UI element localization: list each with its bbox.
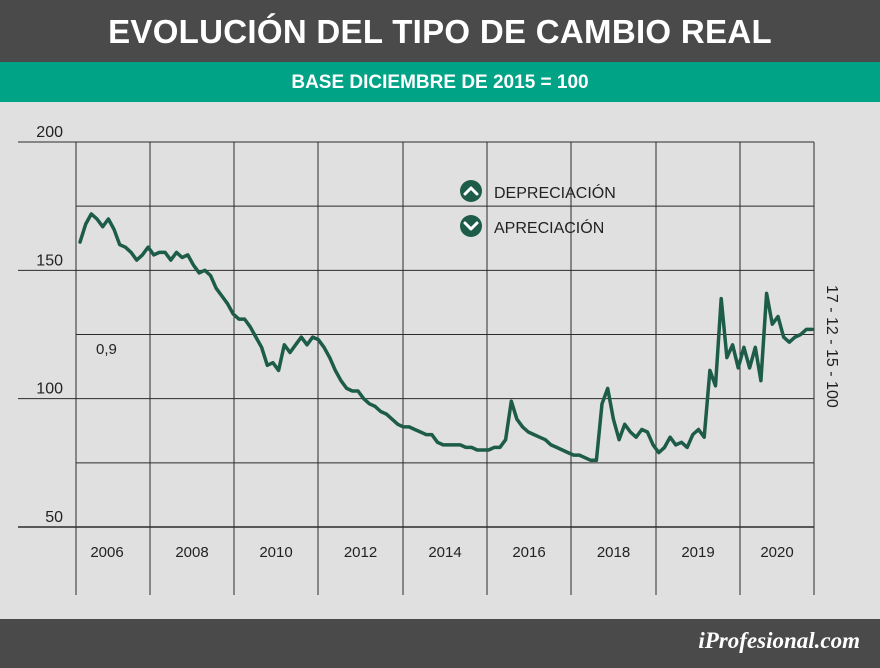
- x-tick-label: 2006: [90, 544, 123, 561]
- y-tick-label: 100: [36, 381, 63, 398]
- page-subtitle: BASE DICIEMBRE DE 2015 = 100: [291, 72, 589, 93]
- title-bar: [0, 0, 880, 62]
- chevron-up-icon: [460, 180, 482, 202]
- brand-logo: iProfesional.com: [698, 628, 860, 653]
- x-tick-label: 2019: [681, 544, 714, 561]
- legend-item-depreciacion: DEPRECIACIÓN: [460, 180, 616, 202]
- subtitle-bar: [0, 62, 880, 102]
- legend: DEPRECIACIÓN APRECIACIÓN: [460, 180, 616, 237]
- page-title: EVOLUCIÓN DEL TIPO DE CAMBIO REAL: [108, 13, 772, 50]
- chart-grid: [18, 141, 815, 595]
- line-chart: 50 100 150 200 2006 2008 2010 2012 2014 2016 2018…: [18, 124, 840, 595]
- x-axis-ticks: 2006 2008 2010 2012 2014 2016 2018 2019 2020: [90, 544, 793, 561]
- x-tick-label: 2018: [597, 544, 630, 561]
- legend-label-depreciacion: DEPRECIACIÓN: [494, 183, 616, 202]
- y-tick-label: 150: [36, 252, 63, 269]
- x-tick-label: 2016: [512, 544, 545, 561]
- x-tick-label: 2014: [428, 544, 461, 561]
- y-axis-ticks: 50 100 150 200: [36, 124, 63, 526]
- chart-area: 50 100 150 200 2006 2008 2010 2012 2014 2016 2018…: [0, 102, 880, 619]
- legend-item-apreciacion: APRECIACIÓN: [460, 215, 604, 237]
- annotation-date-label: 17 - 12 - 15 - 100: [823, 285, 840, 408]
- x-tick-label: 2010: [259, 544, 292, 561]
- annotation-left-value: 0,9: [96, 341, 117, 358]
- chevron-down-icon: [460, 215, 482, 237]
- x-tick-label: 2020: [760, 544, 793, 561]
- chevron-down-glyph: [463, 221, 479, 231]
- x-tick-label: 2008: [175, 544, 208, 561]
- chevron-up-glyph: [463, 186, 479, 196]
- legend-label-apreciacion: APRECIACIÓN: [494, 218, 604, 237]
- x-tick-label: 2012: [344, 544, 377, 561]
- y-tick-label: 50: [45, 509, 63, 526]
- footer-bar: [0, 619, 880, 668]
- exchange-rate-series-line: [78, 212, 814, 463]
- y-tick-label: 200: [36, 124, 63, 141]
